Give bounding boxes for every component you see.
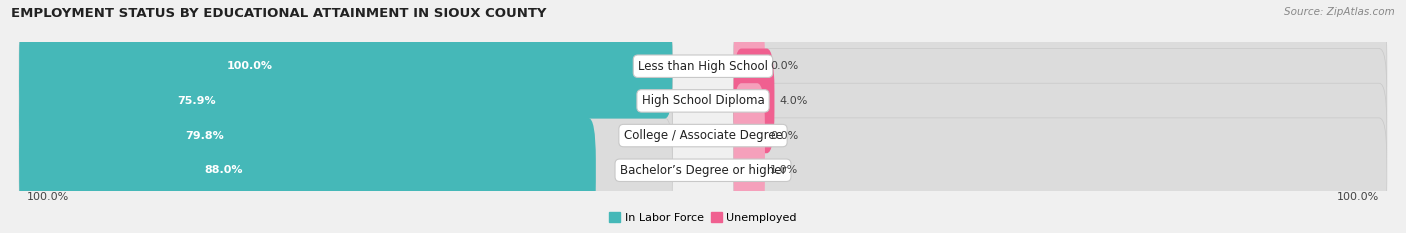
Text: 4.0%: 4.0% bbox=[779, 96, 808, 106]
FancyBboxPatch shape bbox=[734, 83, 1386, 188]
FancyBboxPatch shape bbox=[20, 14, 672, 119]
Text: 0.0%: 0.0% bbox=[770, 61, 799, 71]
Text: Less than High School: Less than High School bbox=[638, 60, 768, 73]
FancyBboxPatch shape bbox=[734, 118, 1386, 223]
Text: Bachelor’s Degree or higher: Bachelor’s Degree or higher bbox=[620, 164, 786, 177]
FancyBboxPatch shape bbox=[20, 83, 672, 188]
Text: College / Associate Degree: College / Associate Degree bbox=[624, 129, 782, 142]
FancyBboxPatch shape bbox=[20, 48, 672, 153]
FancyBboxPatch shape bbox=[734, 118, 765, 223]
Text: 1.0%: 1.0% bbox=[770, 165, 799, 175]
FancyBboxPatch shape bbox=[20, 48, 519, 153]
FancyBboxPatch shape bbox=[20, 118, 596, 223]
Text: 75.9%: 75.9% bbox=[177, 96, 215, 106]
FancyBboxPatch shape bbox=[20, 118, 672, 223]
Text: 79.8%: 79.8% bbox=[186, 130, 225, 140]
Text: 100.0%: 100.0% bbox=[228, 61, 273, 71]
FancyBboxPatch shape bbox=[734, 14, 1386, 119]
Text: 0.0%: 0.0% bbox=[770, 130, 799, 140]
FancyBboxPatch shape bbox=[734, 48, 775, 153]
FancyBboxPatch shape bbox=[734, 14, 765, 119]
Text: 88.0%: 88.0% bbox=[204, 165, 243, 175]
Text: 100.0%: 100.0% bbox=[27, 192, 69, 202]
FancyBboxPatch shape bbox=[734, 48, 1386, 153]
Legend: In Labor Force, Unemployed: In Labor Force, Unemployed bbox=[609, 212, 797, 223]
FancyBboxPatch shape bbox=[20, 83, 544, 188]
FancyBboxPatch shape bbox=[20, 14, 672, 119]
Text: 100.0%: 100.0% bbox=[1337, 192, 1379, 202]
Text: EMPLOYMENT STATUS BY EDUCATIONAL ATTAINMENT IN SIOUX COUNTY: EMPLOYMENT STATUS BY EDUCATIONAL ATTAINM… bbox=[11, 7, 547, 20]
Text: Source: ZipAtlas.com: Source: ZipAtlas.com bbox=[1284, 7, 1395, 17]
Text: High School Diploma: High School Diploma bbox=[641, 94, 765, 107]
FancyBboxPatch shape bbox=[734, 83, 765, 188]
